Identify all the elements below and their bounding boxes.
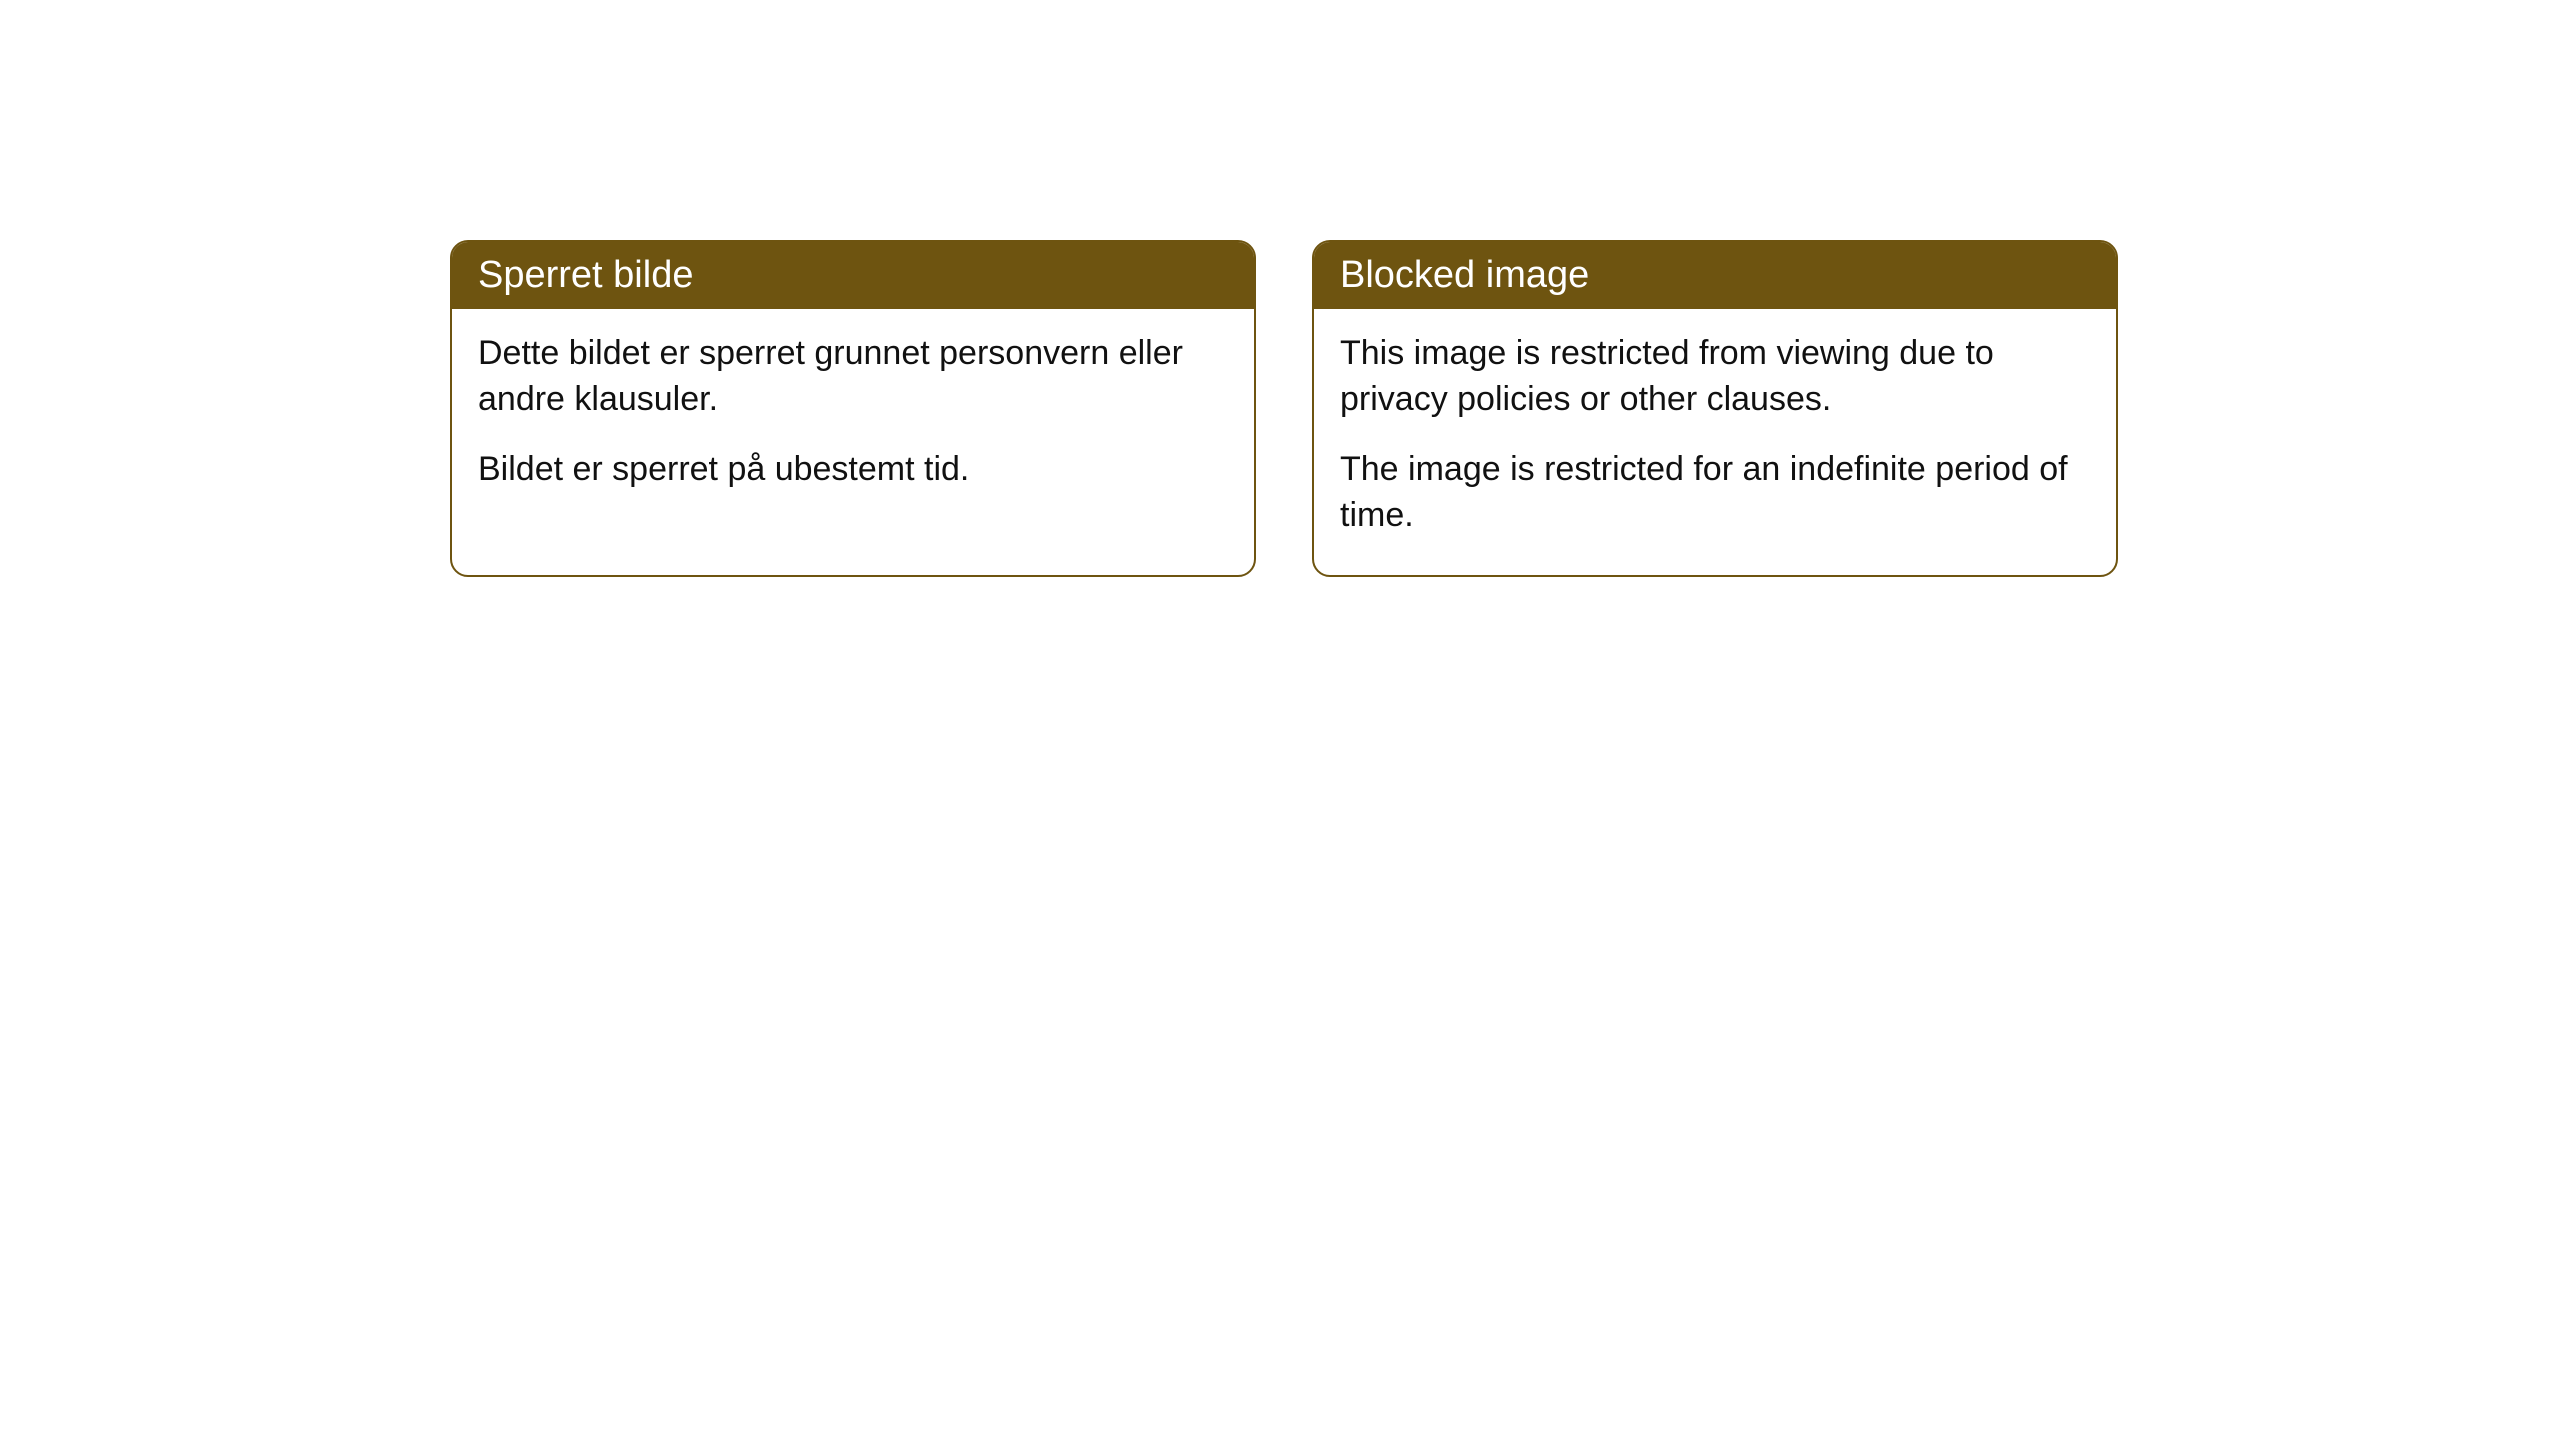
card-body-en: This image is restricted from viewing du… <box>1314 309 2116 575</box>
card-paragraph-no-2: Bildet er sperret på ubestemt tid. <box>478 447 1228 493</box>
card-header-no: Sperret bilde <box>452 242 1254 309</box>
card-paragraph-no-1: Dette bildet er sperret grunnet personve… <box>478 331 1228 423</box>
card-header-en: Blocked image <box>1314 242 2116 309</box>
card-body-no: Dette bildet er sperret grunnet personve… <box>452 309 1254 529</box>
cards-container: Sperret bilde Dette bildet er sperret gr… <box>450 240 2560 577</box>
card-title-no: Sperret bilde <box>478 254 1228 297</box>
card-paragraph-en-2: The image is restricted for an indefinit… <box>1340 447 2090 539</box>
blocked-image-card-en: Blocked image This image is restricted f… <box>1312 240 2118 577</box>
blocked-image-card-no: Sperret bilde Dette bildet er sperret gr… <box>450 240 1256 577</box>
card-title-en: Blocked image <box>1340 254 2090 297</box>
card-paragraph-en-1: This image is restricted from viewing du… <box>1340 331 2090 423</box>
